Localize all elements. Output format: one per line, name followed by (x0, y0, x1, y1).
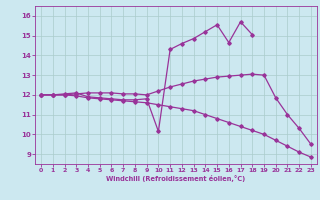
X-axis label: Windchill (Refroidissement éolien,°C): Windchill (Refroidissement éolien,°C) (106, 175, 246, 182)
